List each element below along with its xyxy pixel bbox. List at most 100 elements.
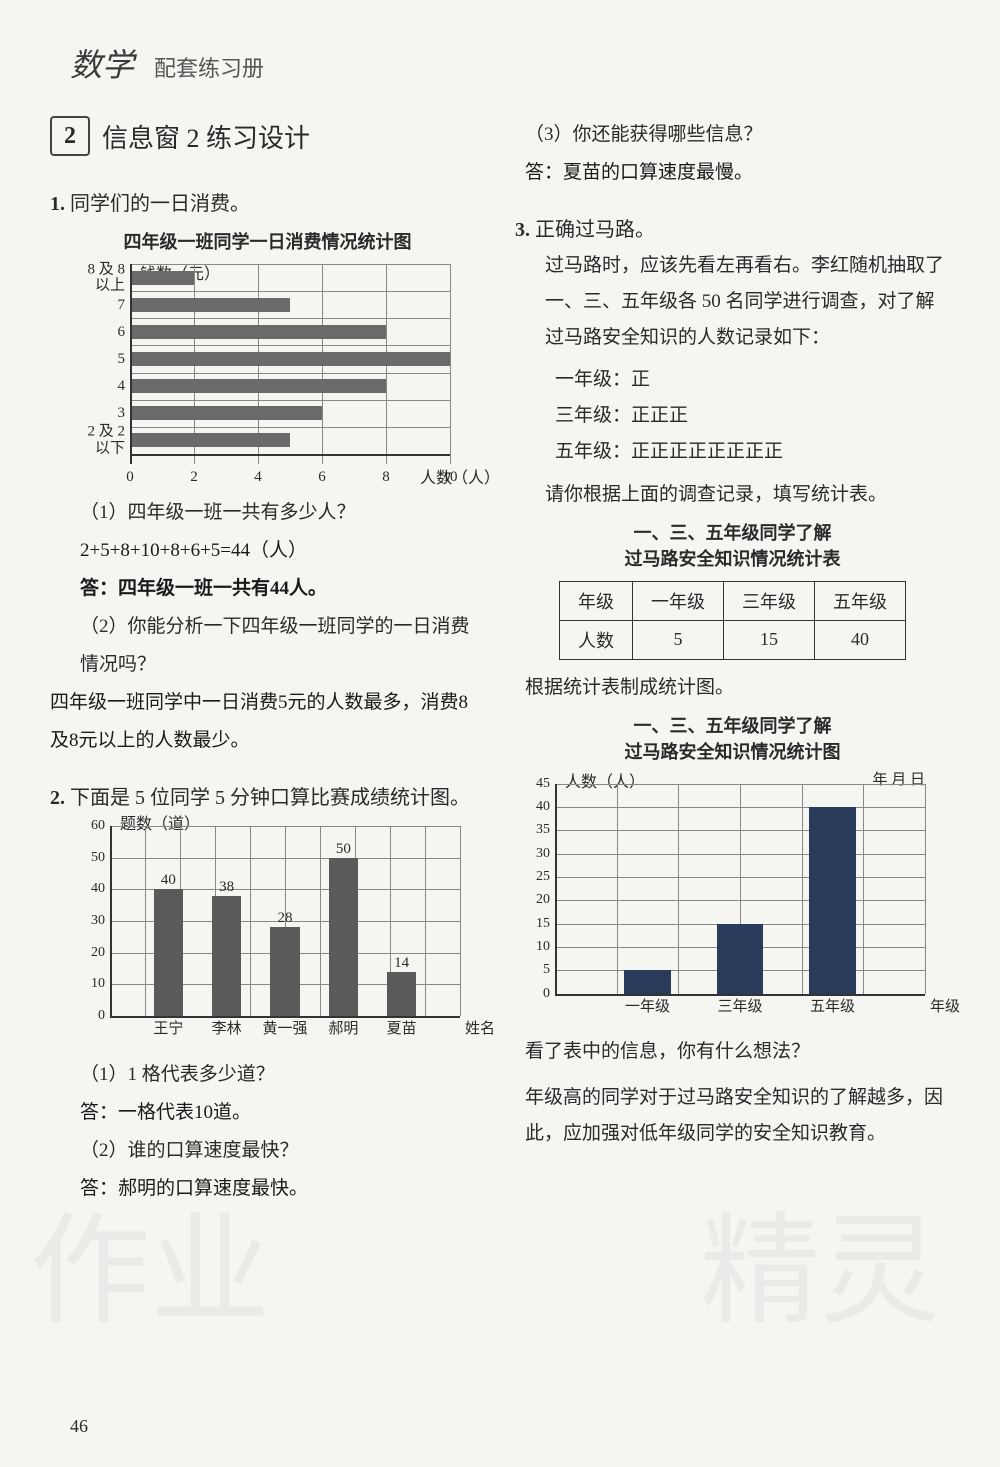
ytick: 5: [515, 962, 550, 978]
bar: [387, 972, 416, 1016]
page-number: 46: [70, 1416, 88, 1437]
q1-ans2: 四年级一班同学中一日消费5元的人数最多，消费8及8元以上的人数最少。: [50, 684, 485, 760]
q1-xtick: 2: [190, 469, 198, 486]
q2-ans2: 答：郝明的口算速度最快。: [50, 1170, 485, 1208]
q1-xtick: 6: [318, 469, 326, 486]
q1-ylabel: 4: [70, 378, 125, 395]
q2-sub3: （3）你还能获得哪些信息？: [515, 116, 950, 154]
ytick: 40: [515, 799, 550, 815]
q1-calc: 2+5+8+10+8+6+5=44（人）: [50, 532, 485, 570]
tally-row: 三年级：正正正: [545, 398, 950, 434]
q1-ylabel: 6: [70, 324, 125, 341]
xlabel: 一年级: [625, 995, 670, 1016]
q1-xtick: 8: [382, 469, 390, 486]
tally-row: 五年级：正正正正正正正正: [545, 434, 950, 470]
q1-ylabel: 5: [70, 351, 125, 368]
left-column: 2 信息窗 2 练习设计 1. 同学们的一日消费。 四年级一班同学一日消费情况统…: [50, 116, 485, 1228]
ytick: 60: [70, 818, 105, 834]
ytick: 30: [515, 846, 550, 862]
table-cell: 5: [633, 620, 724, 659]
q1-bar: [130, 433, 290, 447]
ytick: 45: [515, 776, 550, 792]
q1-title: 同学们的一日消费。: [70, 193, 250, 215]
q2-ans1: 答：一格代表10道。: [50, 1094, 485, 1132]
ytick: 0: [70, 1008, 105, 1024]
q1-ylabel: 8 及 8 以上: [70, 261, 125, 294]
table-header: 五年级: [815, 581, 906, 620]
q3-table-title: 一、三、五年级同学了解 过马路安全知识情况统计表: [515, 519, 950, 571]
q3-bar-chart: 人数（人） 年 月 日 051015202530354045一年级三年级五年级年…: [515, 774, 935, 1024]
bar: [329, 858, 358, 1016]
q1-chart-title: 四年级一班同学一日消费情况统计图: [50, 228, 485, 254]
ytick: 40: [70, 881, 105, 897]
banner-title: 信息窗 2 练习设计: [102, 118, 310, 155]
table-header: 三年级: [724, 581, 815, 620]
bar: [809, 807, 855, 994]
q1-xtick: 10: [443, 469, 458, 486]
q2-sub1: （1）1 格代表多少道？: [50, 1056, 485, 1094]
xlabel: 三年级: [717, 995, 762, 1016]
q3-instruct: 请你根据上面的调查记录，填写统计表。: [515, 477, 950, 513]
q2-bar-chart: 题数（道） 010203040506040王宁38李林28黄一强50郝明14夏苗…: [70, 816, 470, 1046]
bar-value: 14: [394, 955, 409, 972]
q2-number: 2.: [50, 787, 65, 809]
table-row-label: 人数: [560, 620, 633, 659]
header-subtitle: 配套练习册: [154, 51, 264, 83]
q1-bar: [130, 352, 450, 366]
bar-value: 40: [161, 872, 176, 889]
q3-number: 3.: [515, 219, 530, 241]
q1-ylabel: 3: [70, 405, 125, 422]
q1-bar: [130, 379, 386, 393]
q1-sub2: （2）你能分析一下四年级一班同学的一日消费情况吗？: [50, 608, 485, 684]
table-cell: 40: [815, 620, 906, 659]
q3-para: 过马路时，应该先看左再看右。李红随机抽取了一、三、五年级各 50 名同学进行调查…: [515, 248, 950, 356]
question-2: 2. 下面是 5 位同学 5 分钟口算比赛成绩统计图。 题数（道） 010203…: [50, 780, 485, 1208]
question-3: 3. 正确过马路。 过马路时，应该先看左再看右。李红随机抽取了一、三、五年级各 …: [515, 212, 950, 1152]
ytick: 10: [515, 939, 550, 955]
xlabel: 五年级: [810, 995, 855, 1016]
banner-number: 2: [50, 116, 90, 156]
question-1: 1. 同学们的一日消费。 四年级一班同学一日消费情况统计图 钱数（元） 人数（人…: [50, 186, 485, 760]
q1-ans1: 答：四年级一班一共有44人。: [50, 570, 485, 608]
ytick: 10: [70, 976, 105, 992]
bar: [154, 889, 183, 1016]
page-header: 数学 配套练习册: [50, 40, 950, 86]
bar-value: 50: [336, 841, 351, 858]
q3-table: 年级一年级三年级五年级人数51540: [559, 581, 906, 660]
bar: [212, 896, 241, 1016]
q1-sub1: （1）四年级一班一共有多少人？: [50, 494, 485, 532]
q3-final-ans: 年级高的同学对于过马路安全知识的了解越多，因此，应加强对低年级同学的安全知识教育…: [515, 1080, 950, 1152]
xlabel: 夏苗: [387, 1017, 417, 1038]
bar: [624, 970, 670, 993]
header-subject: 数学: [70, 40, 134, 86]
ytick: 30: [70, 913, 105, 929]
ytick: 25: [515, 869, 550, 885]
q1-number: 1.: [50, 193, 65, 215]
q1-x-axis-title: 人数（人）: [420, 464, 500, 488]
x-axis-title: 姓名: [465, 1017, 495, 1038]
table-header: 年级: [560, 581, 633, 620]
xlabel: 李林: [212, 1017, 242, 1038]
bar: [717, 924, 763, 994]
xlabel: 郝明: [328, 1017, 358, 1038]
q1-bar: [130, 325, 386, 339]
q2-sub2: （2）谁的口算速度最快？: [50, 1132, 485, 1170]
q1-bar: [130, 406, 322, 420]
q1-bar-chart: 钱数（元） 人数（人） 02468108 及 8 以上765432 及 2 以下: [70, 264, 470, 484]
q1-xtick: 0: [126, 469, 134, 486]
ytick: 15: [515, 916, 550, 932]
xlabel: 黄一强: [262, 1017, 307, 1038]
table-cell: 15: [724, 620, 815, 659]
ytick: 50: [70, 850, 105, 866]
ytick: 35: [515, 822, 550, 838]
q1-ylabel: 2 及 2 以下: [70, 424, 125, 457]
q3-followup: 看了表中的信息，你有什么想法？: [515, 1034, 950, 1070]
q1-bar: [130, 298, 290, 312]
table-header: 一年级: [633, 581, 724, 620]
q2-ans3: 答：夏苗的口算速度最慢。: [515, 154, 950, 192]
ytick: 20: [515, 892, 550, 908]
bar-value: 38: [219, 879, 234, 896]
q1-ylabel: 7: [70, 296, 125, 313]
bar: [270, 927, 299, 1016]
tally-row: 一年级：正: [545, 362, 950, 398]
